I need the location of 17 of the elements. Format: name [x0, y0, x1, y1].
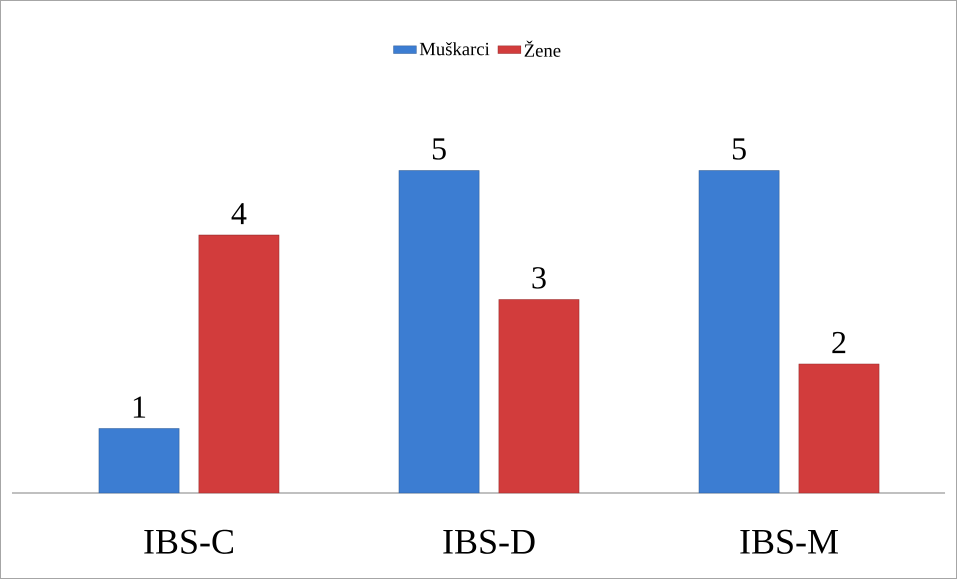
data-label: 1 [134, 396, 146, 418]
bar [698, 170, 780, 494]
legend-label: Muškarci [420, 42, 490, 56]
bar [498, 299, 580, 494]
bar [198, 234, 280, 494]
bar [798, 364, 880, 494]
bar [98, 428, 180, 494]
x-tick-label: IBS-D [443, 530, 535, 554]
data-label: 2 [832, 332, 846, 354]
x-tick-label: IBS-C [144, 530, 234, 554]
data-label: 5 [732, 138, 746, 160]
data-label: 5 [432, 138, 446, 160]
data-label: 4 [232, 203, 246, 224]
bar [398, 170, 480, 494]
legend-label: Žene [524, 40, 560, 57]
data-label: 3 [532, 267, 546, 289]
x-tick-label: IBS-M [740, 530, 838, 554]
